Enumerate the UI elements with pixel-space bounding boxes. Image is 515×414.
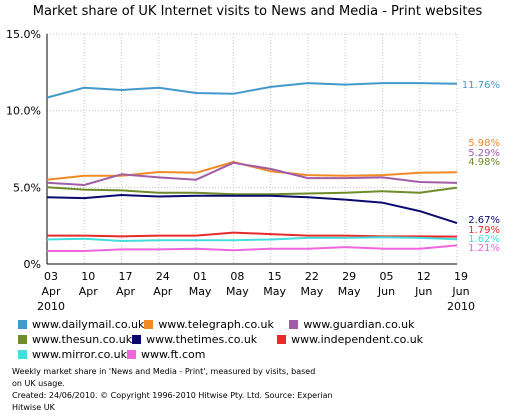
legend-swatch bbox=[127, 350, 137, 359]
legend-label: www.thesun.co.uk bbox=[32, 333, 133, 346]
legend-item: www.thesun.co.uk bbox=[18, 333, 132, 346]
x-tick-month: Apr bbox=[153, 285, 173, 298]
legend-label: www.telegraph.co.uk bbox=[158, 318, 274, 331]
end-value-label: 11.76% bbox=[462, 80, 500, 91]
end-value-label: 2.67% bbox=[468, 215, 500, 226]
x-tick-month: May bbox=[338, 285, 361, 298]
x-tick-month: May bbox=[189, 285, 212, 298]
line-chart: 0% 5.0% 10.0% 15.0% 03 Apr 2010 10 Apr 17 Apr 24 Apr… bbox=[6, 28, 500, 313]
legend-label: www.mirror.co.uk bbox=[32, 348, 128, 361]
legend-item: www.dailymail.co.uk bbox=[18, 318, 144, 331]
legend-swatch bbox=[18, 320, 27, 329]
legend-swatch bbox=[18, 335, 27, 344]
end-value-label: 4.98% bbox=[468, 157, 500, 168]
x-tick-month: Jun bbox=[414, 285, 432, 298]
x-tick-month: Jun bbox=[377, 285, 395, 298]
legend-item: www.ft.com bbox=[127, 348, 272, 361]
end-value-label: 1.62% bbox=[468, 234, 500, 245]
y-tick-label: 5.0% bbox=[13, 181, 41, 194]
chart-title: Market share of UK Internet visits to Ne… bbox=[32, 4, 483, 19]
y-tick-label: 10.0% bbox=[6, 105, 41, 118]
series-line-www.guardian.co.uk bbox=[46, 161, 458, 186]
legend-label: www.guardian.co.uk bbox=[303, 318, 415, 331]
x-tick-day: 01 bbox=[193, 270, 207, 283]
x-tick-month: Jun bbox=[451, 285, 469, 298]
end-value-label: 5.29% bbox=[468, 148, 500, 159]
legend-row: www.mirror.co.uk www.ft.com bbox=[18, 348, 425, 363]
x-tick-month: May bbox=[263, 285, 286, 298]
x-tick-year: 2010 bbox=[447, 300, 475, 313]
legend-swatch bbox=[277, 335, 287, 344]
footnote-line-3: Created: 24/06/2010. © Copyright 1996-20… bbox=[12, 391, 333, 412]
legend-label: www.thetimes.co.uk bbox=[146, 333, 258, 346]
x-tick-day: 29 bbox=[342, 270, 356, 283]
series-line-www.mirror.co.uk bbox=[46, 236, 458, 242]
legend-swatch bbox=[132, 335, 142, 344]
series-line-www.dailymail.co.uk bbox=[46, 82, 458, 99]
legend-row: www.thesun.co.uk www.thetimes.co.uk www.in… bbox=[18, 333, 425, 348]
x-tick-year: 2010 bbox=[37, 300, 65, 313]
x-tick-day: 12 bbox=[417, 270, 431, 283]
series-line-www.thesun.co.uk bbox=[46, 186, 458, 196]
legend-item: www.mirror.co.uk bbox=[18, 348, 127, 361]
legend-row: www.dailymail.co.uk www.telegraph.co.uk ww… bbox=[18, 318, 425, 333]
legend-swatch bbox=[289, 320, 299, 329]
x-tick-day: 08 bbox=[230, 270, 244, 283]
series-line-www.ft.com bbox=[47, 244, 458, 252]
legend: www.dailymail.co.uk www.telegraph.co.uk ww… bbox=[18, 318, 425, 363]
legend-swatch bbox=[18, 350, 27, 359]
legend-label: www.dailymail.co.uk bbox=[32, 318, 145, 331]
x-tick-day: 19 bbox=[454, 270, 468, 283]
legend-item: www.telegraph.co.uk bbox=[144, 318, 289, 331]
x-tick-day: 10 bbox=[81, 270, 95, 283]
series-line-www.independent.co.uk bbox=[47, 231, 458, 238]
x-tick-month: Apr bbox=[116, 285, 136, 298]
legend-item: www.thetimes.co.uk bbox=[132, 333, 277, 346]
footnote-line-1: Weekly market share in 'News and Media -… bbox=[12, 367, 316, 376]
x-tick-month: Apr bbox=[41, 285, 61, 298]
series-line-www.thetimes.co.uk bbox=[46, 194, 458, 225]
legend-label: www.independent.co.uk bbox=[291, 333, 424, 346]
end-value-label: 1.79% bbox=[468, 225, 500, 236]
legend-item: www.independent.co.uk bbox=[277, 333, 423, 346]
end-value-label: 5.98% bbox=[468, 138, 500, 149]
x-tick-day: 24 bbox=[156, 270, 170, 283]
y-tick-label: 15.0% bbox=[6, 28, 41, 41]
x-tick-day: 03 bbox=[44, 270, 58, 283]
end-value-label: 1.21% bbox=[468, 243, 500, 254]
x-tick-month: Apr bbox=[79, 285, 99, 298]
y-tick-label: 0% bbox=[24, 258, 41, 271]
x-tick-month: May bbox=[301, 285, 324, 298]
footnote-line-2: on UK usage. bbox=[12, 379, 65, 388]
legend-label: www.ft.com bbox=[141, 348, 206, 361]
x-tick-day: 05 bbox=[379, 270, 393, 283]
legend-item: www.guardian.co.uk bbox=[289, 318, 425, 331]
x-tick-day: 17 bbox=[119, 270, 133, 283]
x-tick-month: May bbox=[226, 285, 249, 298]
x-tick-day: 22 bbox=[305, 270, 319, 283]
x-tick-day: 15 bbox=[268, 270, 282, 283]
legend-swatch bbox=[144, 320, 154, 329]
